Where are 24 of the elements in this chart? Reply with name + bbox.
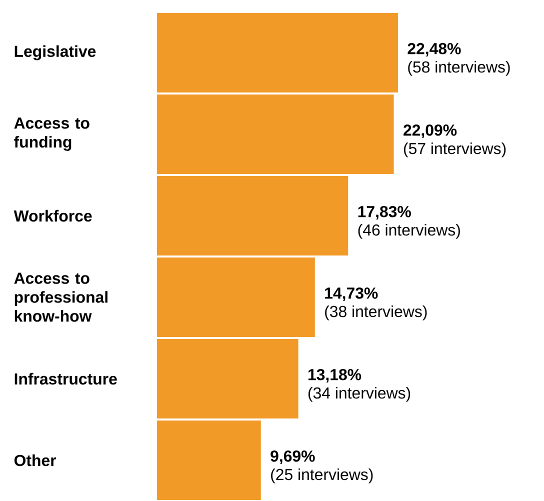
data-label: 22,09% [404, 124, 457, 138]
y-tick-label: Workforce [14, 210, 92, 222]
annotation: (38 interviews) [325, 305, 427, 320]
bar [157, 258, 315, 338]
data-label: 9,69% [270, 450, 315, 464]
annotation: (57 interviews) [404, 142, 506, 158]
annotation: (25 interviews) [271, 468, 373, 484]
data-label: 14,73% [325, 287, 378, 302]
data-label: 17,83% [358, 206, 411, 220]
y-tick-label: Access to funding [14, 118, 90, 151]
annotation: (34 interviews) [308, 386, 410, 402]
y-tick-label: Access to professional know-how [14, 272, 108, 322]
y-tick-label: Infrastructure [14, 372, 117, 385]
data-label: 22,48% [408, 42, 461, 57]
y-tick-label: Other [14, 454, 56, 466]
bar [157, 176, 348, 256]
bar [157, 420, 261, 500]
annotation: (46 interviews) [358, 224, 460, 239]
bar [157, 94, 394, 174]
bar [157, 339, 298, 419]
annotation: (58 interviews) [408, 60, 510, 76]
y-tick-label: Legislative [14, 45, 96, 60]
data-label: 13,18% [308, 368, 362, 383]
bar [157, 13, 398, 92]
